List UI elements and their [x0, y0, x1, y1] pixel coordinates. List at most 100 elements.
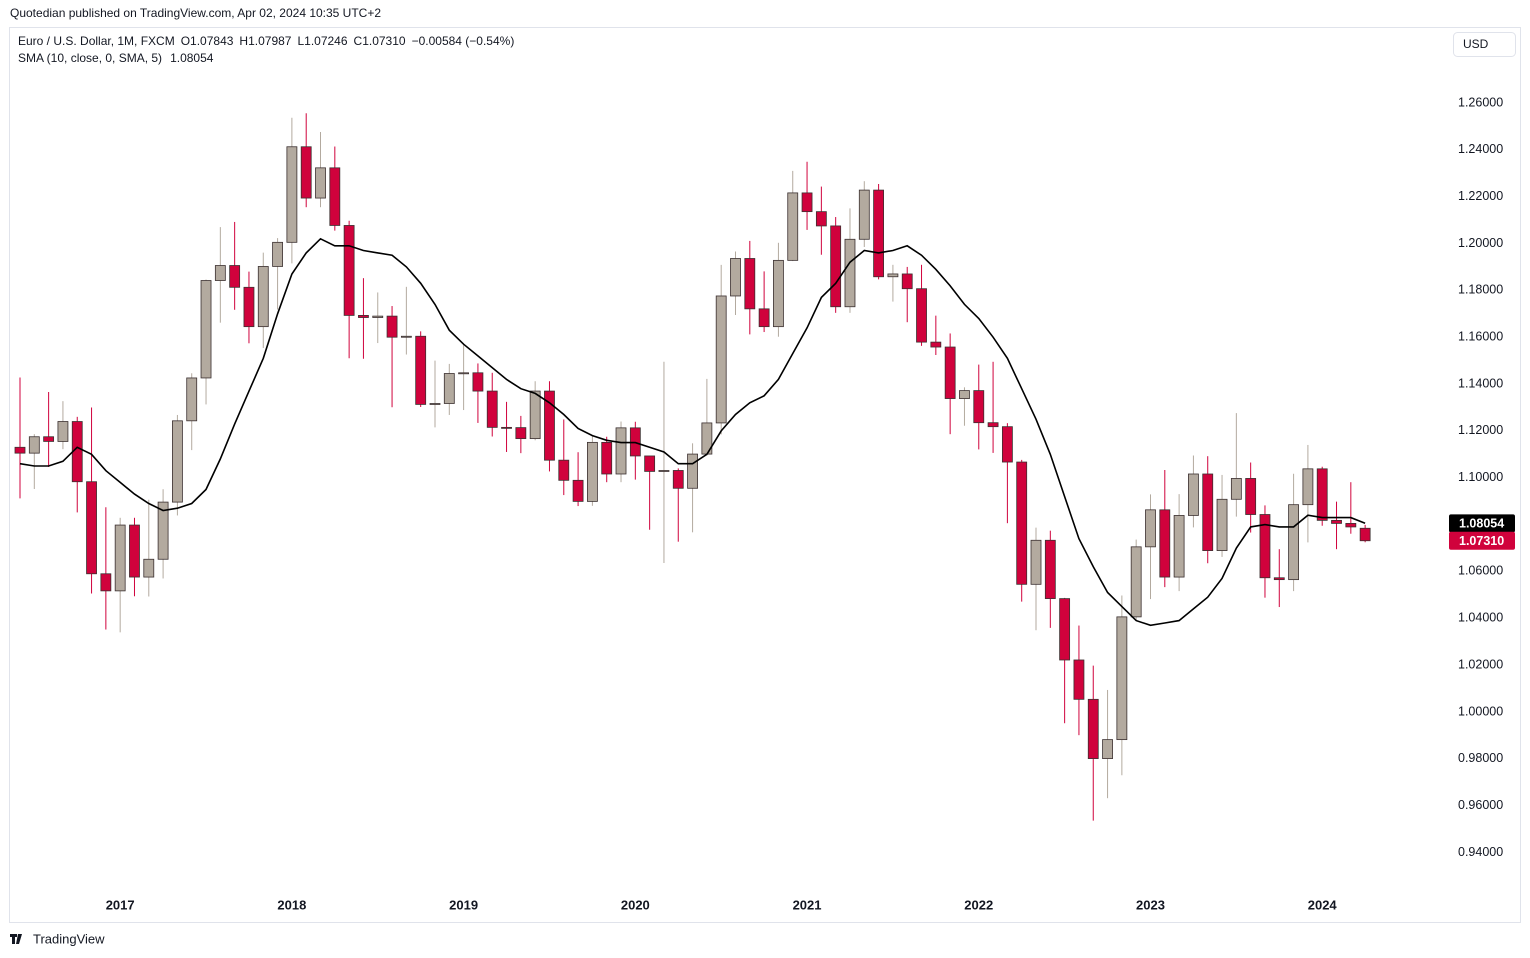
candle-body — [143, 558, 155, 578]
candle-body — [272, 241, 283, 267]
candle-body — [372, 315, 384, 318]
candle-body — [887, 273, 899, 278]
y-tick-label: 1.12000 — [1458, 423, 1503, 437]
symbol-legend: Euro / U.S. Dollar, 1M, FXCM — [18, 34, 175, 48]
candle-body — [758, 308, 770, 328]
candle-body — [1302, 468, 1314, 506]
candle-body — [1016, 461, 1028, 585]
x-tick-label: 2022 — [964, 897, 993, 912]
y-tick-label: 0.96000 — [1458, 798, 1503, 812]
y-tick-label: 0.98000 — [1458, 751, 1503, 765]
candle-body — [544, 390, 555, 461]
candle-body — [57, 421, 69, 442]
price-tag — [1449, 531, 1515, 550]
candle-body — [129, 524, 140, 578]
candle-body — [1059, 598, 1071, 661]
chart-frame — [9, 27, 1521, 923]
candle-body — [315, 167, 326, 199]
candle-body — [443, 373, 455, 404]
candle-body — [257, 266, 269, 328]
candle-body — [415, 335, 427, 405]
y-tick-label: 1.16000 — [1458, 329, 1503, 343]
candle-body — [658, 470, 670, 472]
candle-body — [959, 390, 970, 399]
y-tick-label: 1.22000 — [1458, 189, 1503, 203]
candle-body — [486, 390, 498, 428]
y-tick-label: 1.06000 — [1458, 564, 1503, 578]
ohlc-value: L1.07246 — [297, 34, 347, 48]
candle-body — [343, 225, 355, 316]
candle-body — [1130, 546, 1142, 618]
candle-body — [186, 377, 198, 422]
candle-body — [1087, 698, 1099, 759]
y-tick-label: 1.26000 — [1458, 95, 1503, 109]
currency-label: USD — [1463, 37, 1489, 51]
candle-body — [1345, 523, 1357, 528]
candle-body — [1359, 527, 1371, 542]
candle-body — [429, 403, 441, 405]
candle-body — [987, 422, 999, 428]
candle-body — [1102, 739, 1113, 759]
price-tag-label: 1.07310 — [1459, 534, 1504, 548]
candle-body — [1001, 426, 1013, 463]
candles — [14, 113, 1371, 821]
published-note: Quotedian published on TradingView.com, … — [10, 6, 381, 20]
candle-body — [286, 146, 298, 243]
ohlc-value: C1.07310 — [354, 34, 406, 48]
candle-body — [114, 524, 126, 592]
y-tick-label: 1.20000 — [1458, 236, 1503, 250]
candle-body — [558, 459, 570, 481]
candle-body — [801, 192, 813, 213]
currency-button[interactable] — [1453, 32, 1516, 57]
y-tick-label: 1.18000 — [1458, 283, 1503, 297]
candle-body — [873, 189, 884, 278]
candle-body — [214, 265, 226, 281]
candle-body — [243, 286, 255, 328]
candle-body — [157, 501, 169, 560]
candle-body — [930, 341, 942, 348]
x-tick-label: 2019 — [449, 897, 478, 912]
x-tick-label: 2021 — [793, 897, 822, 912]
y-tick-label: 0.94000 — [1458, 845, 1503, 859]
candle-body — [14, 446, 26, 454]
candle-body — [601, 441, 613, 475]
sma-value: 1.08054 — [170, 51, 214, 65]
x-tick-label: 2017 — [106, 897, 135, 912]
candle-body — [1188, 473, 1199, 516]
candle-body — [1116, 616, 1128, 741]
candle-body — [572, 479, 584, 502]
ohlc-value: O1.07843 — [181, 34, 234, 48]
candle-body — [172, 420, 183, 503]
candle-body — [787, 192, 799, 261]
candle-body — [973, 390, 985, 424]
candle-body — [86, 481, 97, 575]
candle-body — [43, 436, 55, 442]
candle-body — [815, 211, 827, 227]
y-tick-label: 1.00000 — [1458, 704, 1503, 718]
ohlc-value: H1.07987 — [239, 34, 291, 48]
y-tick-label: 1.14000 — [1458, 376, 1503, 390]
candle-body — [916, 288, 927, 343]
y-tick-label: 1.02000 — [1458, 657, 1503, 671]
ohlc-value: −0.00584 (−0.54%) — [412, 34, 515, 48]
candle-body — [529, 390, 541, 440]
candle-body — [1245, 478, 1257, 515]
sma-line — [19, 237, 1366, 627]
candle-body — [1259, 514, 1271, 579]
candle-body — [615, 427, 627, 475]
brand-logo — [10, 934, 22, 944]
candle-body — [944, 346, 956, 399]
y-tick-label: 1.04000 — [1458, 611, 1503, 625]
candle-body — [744, 258, 756, 310]
candle-body — [858, 189, 870, 240]
y-tick-label: 1.24000 — [1458, 142, 1503, 156]
brand: TradingView — [33, 931, 105, 946]
candle-body — [28, 436, 40, 454]
candle-body — [687, 453, 698, 489]
y-tick-label: 1.10000 — [1458, 470, 1503, 484]
candle-body — [1202, 473, 1214, 551]
candle-body — [386, 315, 398, 338]
candle-body — [1030, 539, 1042, 585]
candle-body — [1273, 577, 1285, 581]
